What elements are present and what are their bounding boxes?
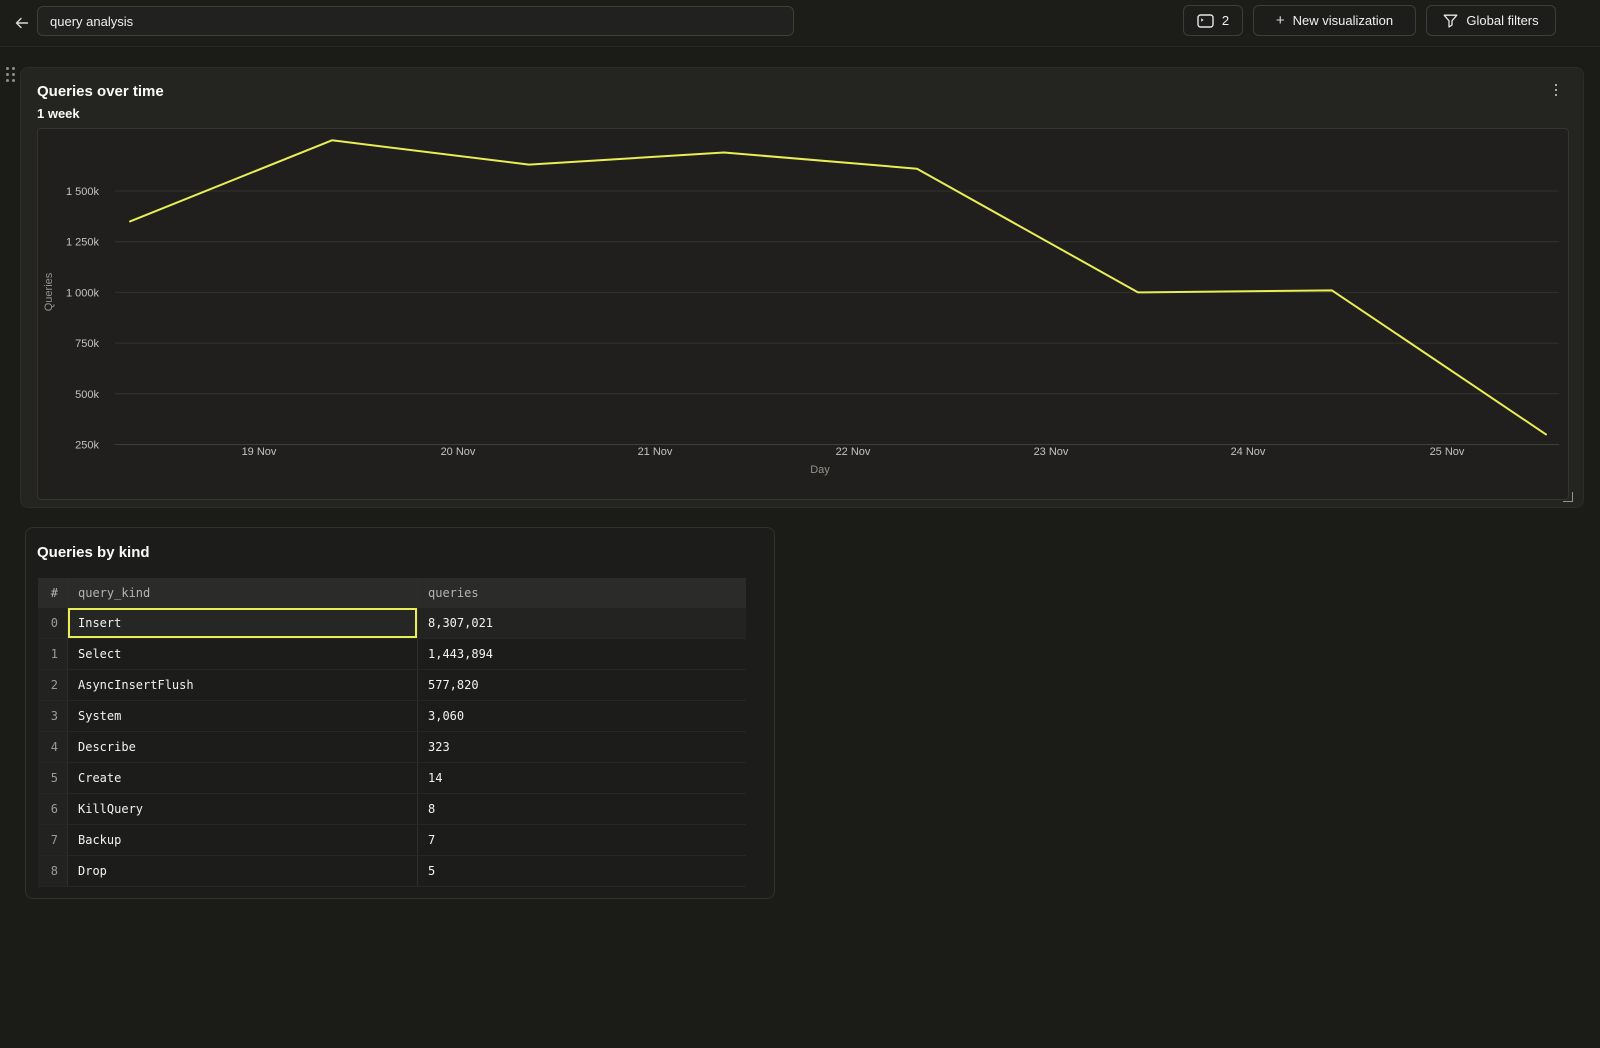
table-row: 0 Insert 8,307,021 (38, 608, 746, 639)
y-tick-label: 1 250k (66, 237, 100, 249)
panel-resize-handle[interactable] (1563, 492, 1573, 502)
y-axis-title: Queries (43, 272, 55, 311)
query-kind-table: # query_kind queries 0 Insert 8,307,021 1 Se… (38, 578, 746, 887)
col-header-query-kind: query_kind (68, 578, 418, 608)
x-tick-label: 25 Nov (1430, 446, 1465, 458)
new-visualization-label: New visualization (1292, 13, 1394, 28)
queries-value-cell[interactable]: 14 (428, 771, 443, 785)
y-tick-label: 250k (75, 440, 99, 452)
queries-value-cell[interactable]: 1,443,894 (428, 647, 494, 661)
global-filters-button[interactable]: Global filters (1426, 5, 1556, 36)
queries-value-cell[interactable]: 7 (428, 833, 436, 847)
table-row: 5 Create 14 (38, 763, 746, 794)
row-index-cell: 6 (38, 794, 68, 824)
table-row: 8 Drop 5 (38, 856, 746, 887)
query-kind-cell[interactable]: Drop (68, 856, 418, 886)
back-button[interactable] (8, 9, 36, 37)
row-index-cell: 2 (38, 670, 68, 700)
query-kind-cell[interactable]: AsyncInsertFlush (68, 670, 418, 700)
queries-line-chart: 1 500k 1 250k 1 000k 750k 500k 250k 19 Nov 20 N… (43, 139, 1559, 476)
queries-series-line (129, 139, 1547, 436)
table-row: 1 Select 1,443,894 (38, 639, 746, 670)
chart-panel-title: Queries over time (37, 83, 164, 100)
queries-value-cell[interactable]: 577,820 (428, 678, 479, 692)
queries-value-cell[interactable]: 5 (428, 864, 436, 878)
x-tick-label: 23 Nov (1034, 446, 1069, 458)
row-index-cell: 8 (38, 856, 68, 886)
queries-value-cell[interactable]: 8,307,021 (428, 616, 494, 630)
query-tabs-count: 2 (1221, 13, 1230, 28)
y-tick-label: 750k (75, 338, 99, 350)
table-body: 0 Insert 8,307,021 1 Select 1,443,894 2 AsyncIn… (38, 608, 746, 887)
x-tick-label: 19 Nov (242, 446, 277, 458)
row-index-cell: 7 (38, 825, 68, 855)
panel-drag-handle-icon[interactable] (6, 67, 20, 85)
x-tick-label: 20 Nov (441, 446, 476, 458)
x-tick-label: 24 Nov (1231, 446, 1266, 458)
queries-value-cell[interactable]: 8 (428, 802, 436, 816)
table-row: 6 KillQuery 8 (38, 794, 746, 825)
table-row: 3 System 3,060 (38, 701, 746, 732)
query-kind-cell[interactable]: Describe (68, 732, 418, 762)
queries-value-cell[interactable]: 323 (428, 740, 450, 754)
funnel-icon (1443, 14, 1458, 28)
query-tabs-button[interactable]: 2 (1183, 5, 1243, 36)
x-tick-label: 22 Nov (836, 446, 871, 458)
query-kind-cell[interactable]: System (68, 701, 418, 731)
x-axis-title: Day (810, 464, 830, 476)
row-index-cell: 3 (38, 701, 68, 731)
row-index-cell: 4 (38, 732, 68, 762)
queries-by-kind-panel: Queries by kind # query_kind queries 0 In… (25, 527, 775, 899)
table-panel-title: Queries by kind (37, 544, 150, 561)
query-kind-cell[interactable]: Create (68, 763, 418, 793)
y-tick-label: 1 500k (66, 186, 100, 198)
kebab-menu-icon[interactable] (1545, 78, 1567, 102)
table-header-row: # query_kind queries (38, 578, 746, 608)
global-filters-label: Global filters (1466, 13, 1539, 28)
col-header-queries: queries (428, 586, 479, 600)
x-tick-label: 21 Nov (638, 446, 673, 458)
chart-panel-subtitle: 1 week (37, 106, 80, 121)
y-tick-label: 1 000k (66, 287, 100, 299)
line-chart-area: 1 500k 1 250k 1 000k 750k 500k 250k 19 Nov 20 N… (37, 128, 1569, 500)
query-kind-cell[interactable]: Backup (68, 825, 418, 855)
top-bar: 2 + New visualization Global filters (0, 0, 1600, 47)
dashboard-name-input[interactable] (37, 6, 794, 36)
console-icon (1197, 13, 1214, 28)
query-kind-cell[interactable]: Insert (68, 608, 418, 638)
query-kind-cell[interactable]: Select (68, 639, 418, 669)
query-kind-cell[interactable]: KillQuery (68, 794, 418, 824)
col-header-index: # (38, 578, 68, 608)
row-index-cell: 1 (38, 639, 68, 669)
row-index-cell: 0 (38, 608, 68, 638)
row-index-cell: 5 (38, 763, 68, 793)
new-visualization-button[interactable]: + New visualization (1253, 5, 1416, 36)
y-tick-label: 500k (75, 389, 99, 401)
table-row: 7 Backup 7 (38, 825, 746, 856)
arrow-left-icon (15, 17, 29, 29)
table-row: 2 AsyncInsertFlush 577,820 (38, 670, 746, 701)
queries-value-cell[interactable]: 3,060 (428, 709, 465, 723)
table-row: 4 Describe 323 (38, 732, 746, 763)
plus-icon: + (1275, 11, 1285, 29)
queries-over-time-panel: Queries over time 1 week 1 500k 1 250k 1 0… (20, 67, 1584, 508)
